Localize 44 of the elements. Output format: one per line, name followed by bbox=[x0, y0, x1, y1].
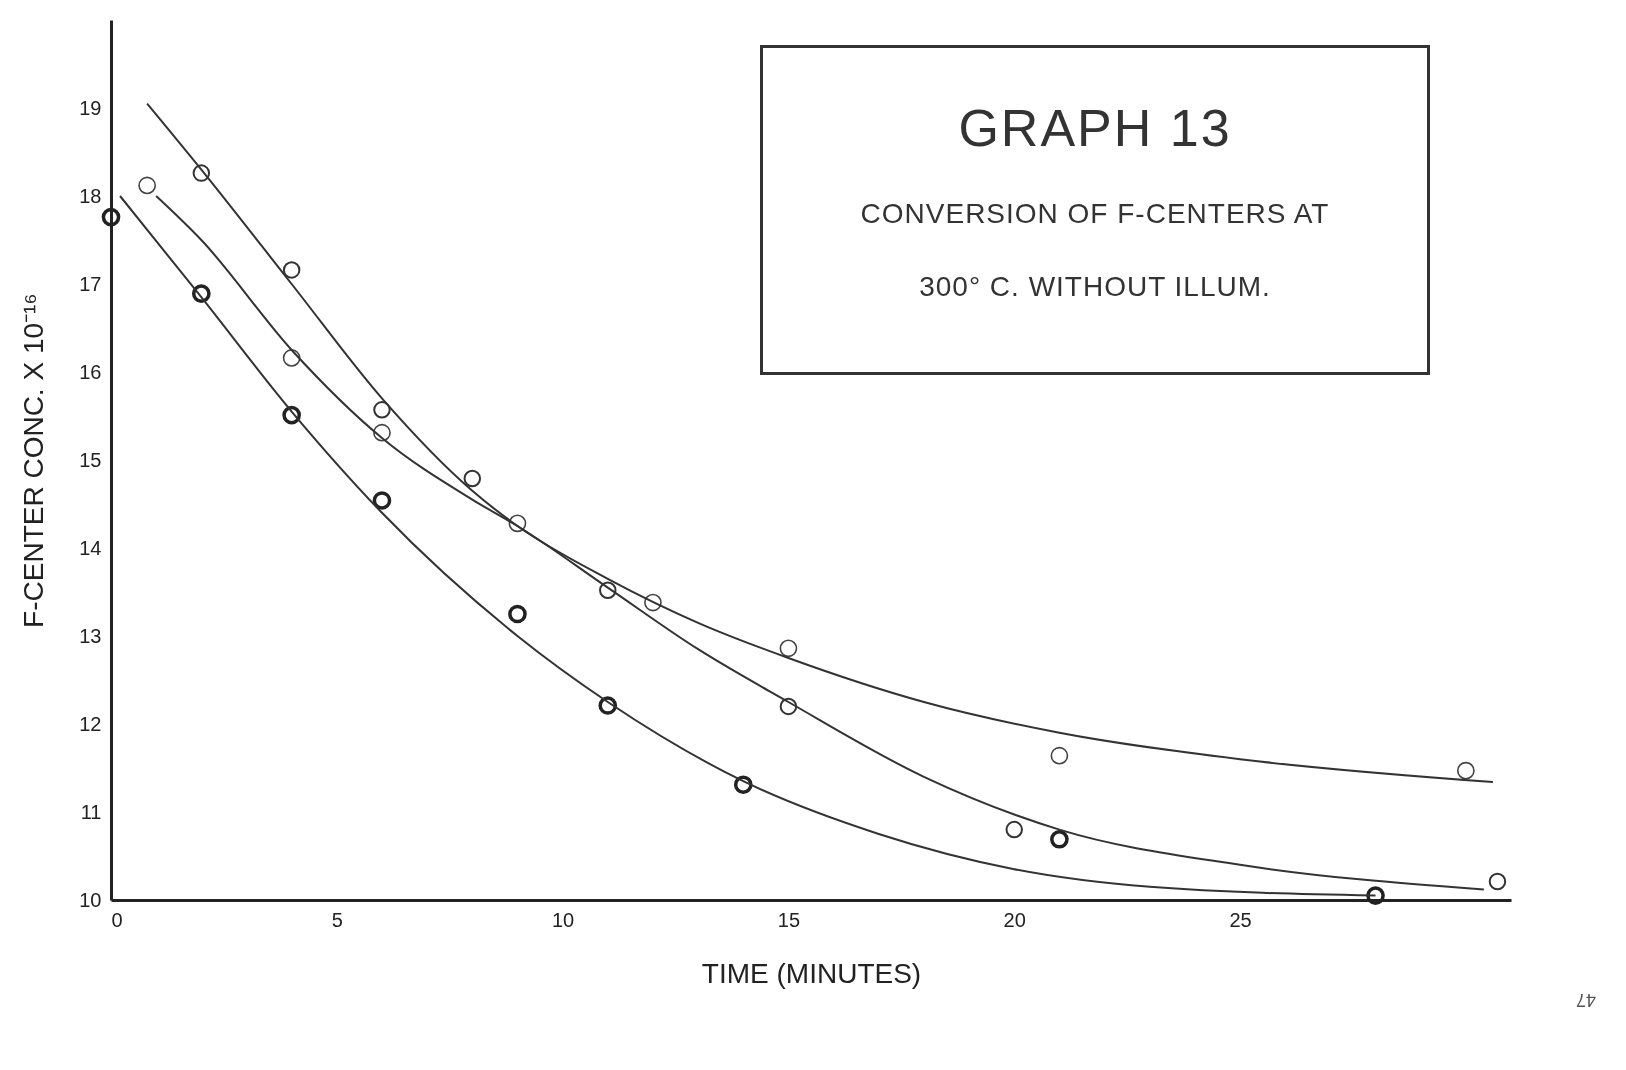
y-tick-label: 18 bbox=[79, 184, 102, 207]
y-tick-label: 11 bbox=[80, 800, 102, 823]
point bbox=[1456, 761, 1475, 780]
point bbox=[1050, 746, 1069, 765]
point bbox=[282, 349, 301, 367]
point bbox=[779, 697, 798, 716]
point bbox=[463, 469, 482, 488]
point bbox=[779, 639, 798, 658]
point bbox=[192, 164, 211, 182]
x-tick-label: 25 bbox=[1229, 908, 1252, 931]
point bbox=[138, 176, 156, 195]
point bbox=[1366, 886, 1385, 905]
y-tick-label: 14 bbox=[79, 536, 102, 559]
point bbox=[598, 696, 618, 715]
point bbox=[101, 207, 121, 227]
point bbox=[1488, 872, 1507, 891]
point bbox=[282, 261, 301, 279]
x-tick-label: 5 bbox=[331, 908, 343, 931]
x-tick-label: 20 bbox=[1003, 908, 1026, 931]
point bbox=[1050, 829, 1069, 849]
y-tick-label: 10 bbox=[79, 888, 102, 911]
point bbox=[373, 401, 391, 419]
y-tick-label: 15 bbox=[79, 448, 102, 471]
point bbox=[599, 581, 617, 599]
point bbox=[1005, 820, 1023, 839]
text: 47 bbox=[1575, 989, 1596, 1010]
title-frame: GRAPH 13 CONVERSION OF F-CENTERS AT 300° C. WITHOUT ILLUM. bbox=[760, 45, 1430, 375]
point bbox=[282, 405, 301, 425]
x-tick-label: 10 bbox=[551, 908, 575, 931]
x-axis-title: TIME (MINUTES) bbox=[701, 957, 922, 989]
y-tick-label: 17 bbox=[79, 272, 102, 295]
point bbox=[191, 284, 211, 303]
y-tick-label: 12 bbox=[79, 712, 102, 735]
point bbox=[508, 604, 527, 624]
y-tick-label: 16 bbox=[79, 360, 102, 383]
y-tick-label: 19 bbox=[79, 96, 102, 119]
x-tick-label: 0 bbox=[111, 908, 123, 931]
x-tick-label: 15 bbox=[777, 908, 801, 931]
point bbox=[372, 491, 392, 510]
point bbox=[644, 593, 662, 612]
y-tick-label: 13 bbox=[79, 624, 102, 647]
point bbox=[373, 423, 391, 442]
y-axis-title: F-CENTER CONC. X 10⁻¹⁶ bbox=[18, 293, 50, 628]
point bbox=[508, 514, 527, 533]
